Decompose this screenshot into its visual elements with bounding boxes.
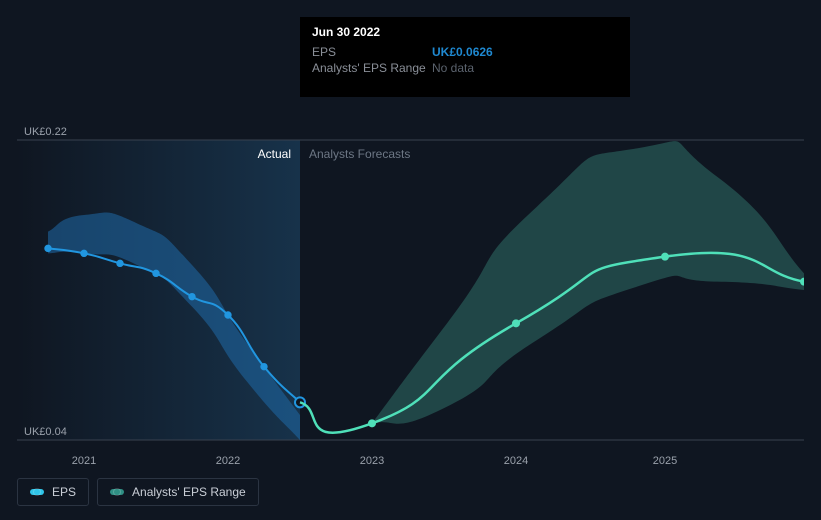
tooltip-row-value: No data: [432, 61, 474, 75]
legend-label: Analysts' EPS Range: [132, 485, 246, 499]
legend: EPS Analysts' EPS Range: [17, 478, 259, 506]
chart-canvas: [17, 120, 804, 442]
tooltip-row: EPSUK£0.0626: [312, 45, 618, 59]
x-axis-label: 2025: [653, 455, 677, 467]
y-axis-label: UK£0.04: [24, 426, 67, 438]
tooltip-row-label: EPS: [312, 45, 432, 59]
legend-swatch: [110, 489, 124, 495]
legend-swatch: [30, 489, 44, 495]
section-label-forecasts: Analysts Forecasts: [309, 147, 410, 161]
x-axis-label: 2023: [360, 455, 384, 467]
section-label-actual: Actual: [258, 147, 291, 161]
tooltip-date: Jun 30 2022: [312, 25, 618, 39]
legend-item[interactable]: Analysts' EPS Range: [97, 478, 259, 506]
chart-tooltip: Jun 30 2022EPSUK£0.0626Analysts' EPS Ran…: [300, 17, 630, 97]
legend-item[interactable]: EPS: [17, 478, 89, 506]
x-axis-label: 2021: [72, 455, 96, 467]
tooltip-row-value: UK£0.0626: [432, 45, 493, 59]
tooltip-row-label: Analysts' EPS Range: [312, 61, 432, 75]
x-axis-label: 2024: [504, 455, 528, 467]
y-axis-label: UK£0.22: [24, 126, 67, 138]
eps-chart[interactable]: UK£0.22 UK£0.04 2021 2022 2023 2024 2025 Actu…: [17, 120, 804, 500]
x-axis-label: 2022: [216, 455, 240, 467]
tooltip-row: Analysts' EPS RangeNo data: [312, 61, 618, 75]
legend-label: EPS: [52, 485, 76, 499]
